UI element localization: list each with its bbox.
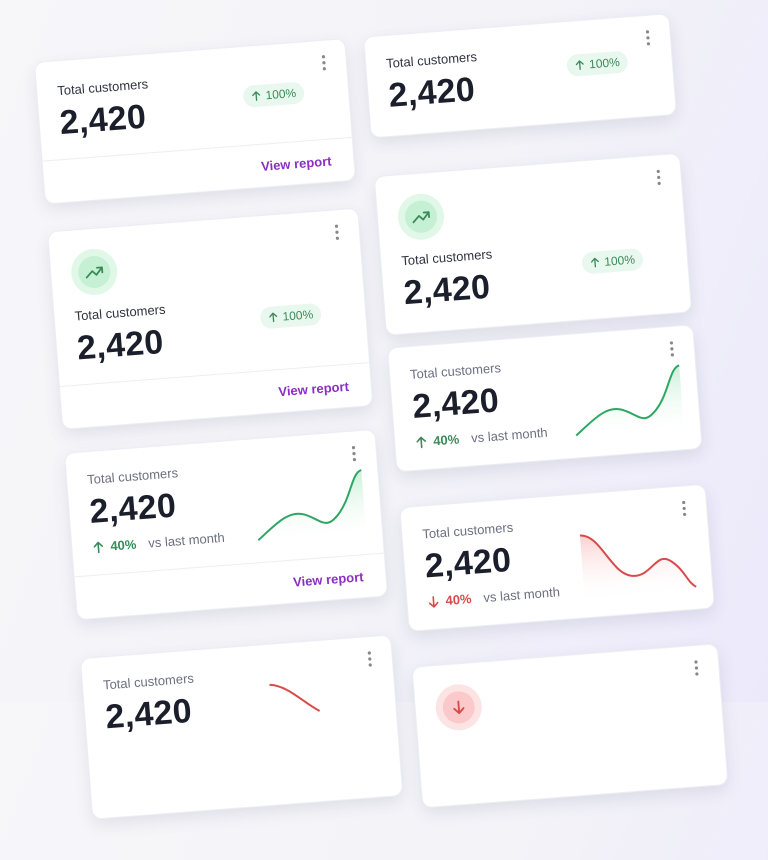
sparkline bbox=[257, 469, 367, 549]
badge-text: 100% bbox=[588, 55, 621, 72]
sparkline bbox=[579, 534, 697, 604]
metric-card: Total customers 2,420 40% vs last month … bbox=[64, 428, 389, 621]
menu-button[interactable] bbox=[321, 55, 326, 71]
trend-icon bbox=[434, 682, 484, 733]
arrow-up bbox=[415, 435, 428, 448]
view-report-link[interactable]: View report bbox=[292, 569, 365, 590]
arrow-up bbox=[575, 60, 586, 71]
metric-card: Total customers 100% 2,420 bbox=[363, 13, 677, 139]
menu-button[interactable] bbox=[334, 224, 339, 240]
card-grid: Total customers 100% 2,420 View report T… bbox=[34, 12, 743, 860]
sparkline bbox=[575, 364, 685, 444]
card-body: Total customers 100% 2,420 bbox=[364, 14, 676, 137]
trend-percent: 40% bbox=[432, 431, 460, 449]
metric-card: Total customers 2,420 40% vs last month bbox=[386, 324, 703, 473]
menu-button[interactable] bbox=[682, 500, 687, 516]
metric-card: Total customers 100% 2,420 bbox=[373, 152, 693, 336]
trend-compare: vs last month bbox=[482, 584, 561, 606]
trend-percent: 40% bbox=[444, 591, 473, 608]
card-body: Total customers 2,420 40% vs last month bbox=[400, 485, 714, 631]
arrow-down bbox=[427, 595, 440, 608]
page: Total customers 100% 2,420 View report T… bbox=[0, 0, 768, 820]
card-body: Total customers 2,420 40% vs last month bbox=[388, 325, 702, 471]
trend-compare: vs last month bbox=[147, 529, 226, 551]
card-body bbox=[413, 644, 724, 761]
view-report-link[interactable]: View report bbox=[277, 378, 350, 400]
menu-button[interactable] bbox=[645, 30, 650, 46]
menu-button[interactable] bbox=[367, 651, 372, 667]
trend-icon bbox=[396, 192, 446, 242]
metric-card: Total customers 100% 2,420 View report bbox=[47, 207, 374, 430]
menu-button[interactable] bbox=[656, 169, 661, 185]
menu-button[interactable] bbox=[351, 445, 356, 461]
badge-text: 100% bbox=[282, 307, 314, 324]
badge-text: 100% bbox=[603, 252, 636, 269]
arrow-up bbox=[92, 541, 105, 554]
menu-button[interactable] bbox=[669, 341, 674, 357]
card-body: Total customers 2,420 bbox=[81, 635, 397, 754]
metric-card: Total customers 2,420 bbox=[79, 634, 404, 820]
sparkline bbox=[269, 683, 321, 712]
trend-compare: vs last month bbox=[470, 424, 549, 446]
card-body: Total customers 2,420 40% vs last month bbox=[65, 430, 384, 576]
view-report-link[interactable]: View report bbox=[260, 153, 333, 174]
metric-card: Total customers 2,420 40% vs last month bbox=[399, 483, 715, 632]
metric-card bbox=[411, 643, 729, 809]
metric-card: Total customers 100% 2,420 View report bbox=[34, 38, 357, 205]
arrow-up bbox=[251, 91, 262, 102]
trend-icon bbox=[69, 247, 119, 297]
trend-percent: 40% bbox=[109, 536, 137, 554]
arrow-up bbox=[268, 312, 279, 323]
badge-text: 100% bbox=[264, 86, 297, 103]
menu-button[interactable] bbox=[694, 660, 699, 676]
card-body: Total customers 100% 2,420 bbox=[48, 209, 369, 386]
card-body: Total customers 100% 2,420 bbox=[375, 154, 691, 335]
arrow-up bbox=[590, 257, 601, 268]
